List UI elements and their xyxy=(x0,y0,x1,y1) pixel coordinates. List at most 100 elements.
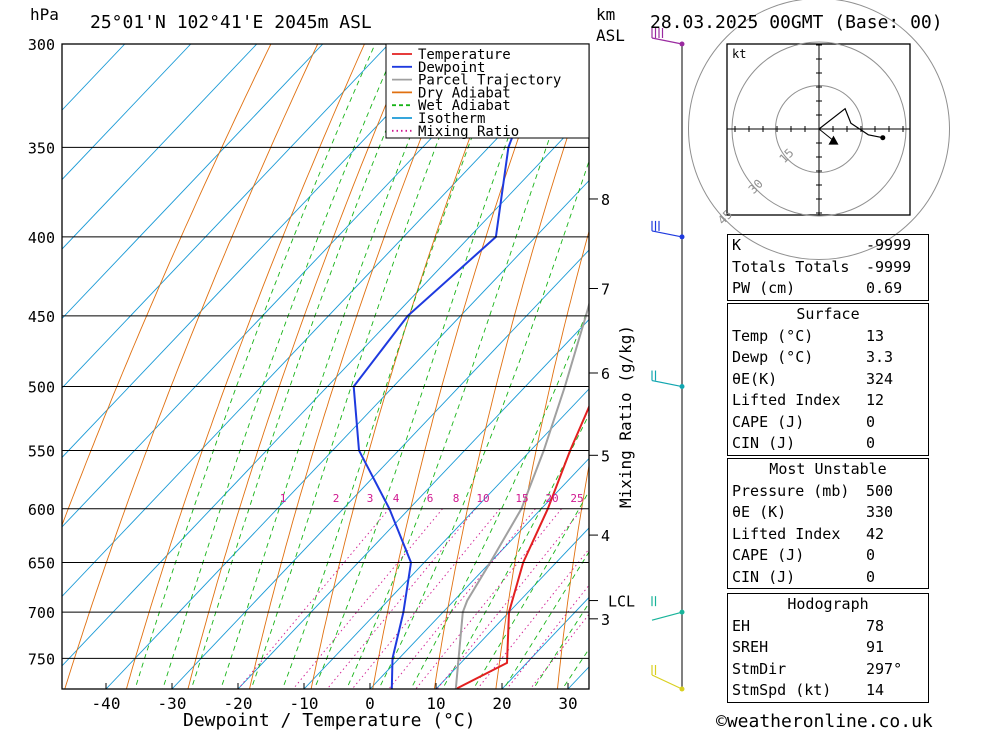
mixing-ratio-line xyxy=(477,548,589,689)
mixing-ratio-label: 4 xyxy=(393,492,400,505)
wet-adiabat-line xyxy=(313,44,543,689)
table-row: Temp (°C) 13 xyxy=(728,326,928,348)
wet-adiabat-line xyxy=(346,44,584,689)
km-tick-label: 7 xyxy=(601,281,610,299)
table-row: StmSpd (kt) 14 xyxy=(728,680,928,702)
x-tick-label: -20 xyxy=(224,694,253,713)
row-value: 0 xyxy=(866,546,876,564)
row-value: 91 xyxy=(866,638,885,656)
wind-barb xyxy=(651,230,683,238)
wet-adiabat-line xyxy=(441,413,589,689)
dry-adiabat-line xyxy=(125,44,365,689)
wet-adiabat-line xyxy=(378,159,589,689)
hodograph-table: Hodograph EH 78 SREH 91 StmDir 297° StmSpd (kt… xyxy=(727,593,929,703)
hodograph-trace xyxy=(818,107,883,139)
row-value: 0.69 xyxy=(866,279,903,297)
legend-label: Mixing Ratio xyxy=(418,124,519,140)
isotherm-line xyxy=(237,318,589,689)
dry-adiabat-line xyxy=(619,44,739,689)
isotherm-line xyxy=(62,44,258,250)
row-value: 78 xyxy=(866,616,885,635)
isotherm-line xyxy=(62,44,192,181)
km-tick-label: 8 xyxy=(601,191,610,209)
table-row: PW (cm) 0.69 xyxy=(728,278,928,300)
dry-adiabat-line xyxy=(372,44,553,689)
mixing-ratio-line xyxy=(326,508,476,689)
wet-adiabat-line xyxy=(220,44,449,689)
wet-adiabat-line xyxy=(134,44,376,689)
y-tick-label: 450 xyxy=(28,308,55,326)
wet-adiabat-line xyxy=(250,44,477,689)
isotherm-line xyxy=(62,110,589,667)
y-tick-label: 750 xyxy=(28,650,55,668)
legend-label: Dewpoint xyxy=(418,60,485,76)
x-axis-label: Dewpoint / Temperature (°C) xyxy=(183,710,476,731)
dry-adiabat-line xyxy=(923,44,972,689)
pressure-unit-label: hPa xyxy=(30,5,59,24)
table-row: Lifted Index 12 xyxy=(728,390,928,412)
table-row: Pressure (mb) 500 xyxy=(728,481,928,503)
dry-adiabat-line xyxy=(187,44,412,689)
row-value: 13 xyxy=(866,326,885,345)
row-label: Lifted Index xyxy=(732,391,841,409)
x-tick-label: 30 xyxy=(558,694,577,713)
table-row: CAPE (J) 0 xyxy=(728,545,928,567)
row-value: -9999 xyxy=(866,257,912,276)
surface-title: Surface xyxy=(796,305,860,323)
wind-barb xyxy=(651,37,683,45)
dry-adiabat-line xyxy=(64,44,319,689)
row-label: Pressure (mb) xyxy=(732,481,850,500)
asl-label: ASL xyxy=(596,26,625,45)
hodograph-unit-label: kt xyxy=(732,47,746,61)
isotherm-line xyxy=(62,44,456,459)
table-row: Lifted Index 42 xyxy=(728,524,928,546)
row-label: StmDir xyxy=(732,659,787,678)
surface-table: Surface Temp (°C) 13 Dewp (°C) 3.3 θE(K) 324 L… xyxy=(727,303,929,456)
mixing-ratio-line xyxy=(415,508,562,689)
row-label: K xyxy=(732,236,742,254)
row-label: CIN (J) xyxy=(732,567,796,586)
x-tick-label: -40 xyxy=(92,694,121,713)
dry-adiabat-line xyxy=(557,463,589,689)
isotherm-line xyxy=(303,388,589,689)
row-label: EH xyxy=(732,616,751,635)
row-value: -9999 xyxy=(866,236,912,254)
mixing-ratio-label: 6 xyxy=(427,492,434,505)
mixing-ratio-label: 1 xyxy=(280,492,287,505)
row-label: StmSpd (kt) xyxy=(732,681,832,699)
table-row: Totals Totals -9999 xyxy=(728,257,928,279)
y-tick-label: 700 xyxy=(28,604,55,622)
background-lines xyxy=(62,44,972,689)
y-tick-label: 400 xyxy=(28,229,55,247)
x-tick-label: 20 xyxy=(492,694,511,713)
mixing-ratio-label: 25 xyxy=(570,492,583,505)
row-label: CIN (J) xyxy=(732,434,796,452)
location-title: 25°01'N 102°41'E 2045m ASL xyxy=(90,12,372,33)
y-tick-label: 500 xyxy=(28,379,55,397)
isotherm-line xyxy=(171,249,589,689)
table-row: SREH 91 xyxy=(728,637,928,659)
mixing-ratio-label: 15 xyxy=(515,492,528,505)
row-value: 12 xyxy=(866,391,885,409)
temperature-line xyxy=(455,404,589,689)
y-tick-label: 600 xyxy=(28,501,55,519)
wet-adiabat-line xyxy=(281,44,508,689)
dry-adiabat-line xyxy=(310,44,506,689)
table-row: CAPE (J) 0 xyxy=(728,412,928,434)
table-row: CIN (J) 0 xyxy=(728,433,928,455)
km-tick-label: 5 xyxy=(601,447,610,465)
isotherm-line xyxy=(62,44,390,389)
mixing-ratio-label: 10 xyxy=(476,492,489,505)
legend-label: Temperature xyxy=(418,47,511,63)
hodograph-title: Hodograph xyxy=(787,595,869,613)
km-tick-label: 3 xyxy=(601,611,610,629)
isotherm-line xyxy=(105,179,589,689)
row-label: θE(K) xyxy=(732,369,778,388)
row-value: 14 xyxy=(866,681,885,699)
row-value: 3.3 xyxy=(866,348,894,366)
isotherm-line xyxy=(62,44,588,598)
row-label: Totals Totals xyxy=(732,257,850,276)
